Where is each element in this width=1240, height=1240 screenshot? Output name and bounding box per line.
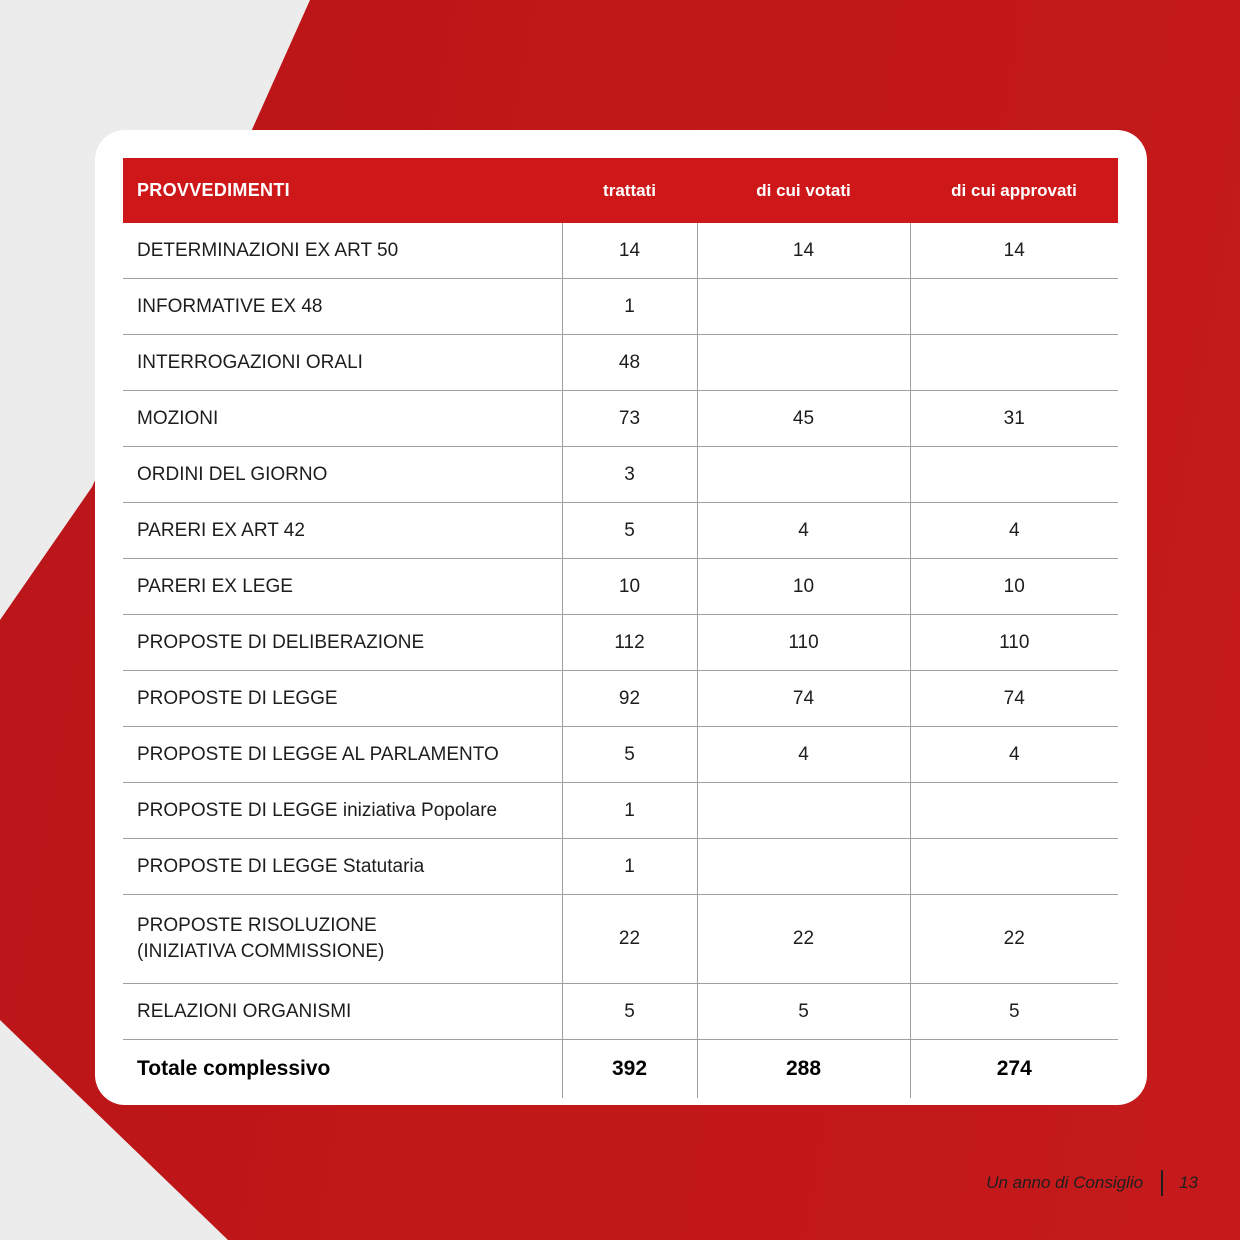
cell-trattati: 1 <box>561 278 697 335</box>
row-label: INFORMATIVE EX 48 <box>123 278 562 335</box>
row-label: PROPOSTE DI LEGGE Statutaria <box>123 838 562 895</box>
table-row: DETERMINAZIONI EX ART 50 14 14 14 <box>123 223 1118 279</box>
cell-trattati: 5 <box>561 983 697 1040</box>
header-trattati: trattati <box>562 158 697 223</box>
provvedimenti-table: PROVVEDIMENTI trattati di cui votati di … <box>123 158 1118 1098</box>
cell-approvati <box>909 838 1118 895</box>
row-label: PROPOSTE DI LEGGE AL PARLAMENTO <box>123 726 562 783</box>
cell-votati: 22 <box>696 894 910 984</box>
cell-approvati: 10 <box>909 558 1118 615</box>
cell-approvati: 74 <box>909 670 1118 727</box>
total-trattati: 392 <box>561 1039 697 1098</box>
table-row: ORDINI DEL GIORNO 3 <box>123 446 1118 503</box>
cell-trattati: 3 <box>561 446 697 503</box>
cell-trattati: 112 <box>561 614 697 671</box>
row-label: PROPOSTE DI DELIBERAZIONE <box>123 614 562 671</box>
cell-approvati: 31 <box>909 390 1118 447</box>
cell-votati: 74 <box>696 670 910 727</box>
row-label: DETERMINAZIONI EX ART 50 <box>123 223 562 279</box>
table-row: RELAZIONI ORGANISMI 5 5 5 <box>123 983 1118 1040</box>
page-footer: Un anno di Consiglio 13 <box>986 1166 1198 1200</box>
table-row: PROPOSTE DI LEGGE Statutaria 1 <box>123 838 1118 895</box>
cell-approvati <box>909 446 1118 503</box>
row-label: PARERI EX ART 42 <box>123 502 562 559</box>
header-provvedimenti: PROVVEDIMENTI <box>123 158 562 223</box>
cell-votati: 110 <box>696 614 910 671</box>
table-row: PARERI EX ART 42 5 4 4 <box>123 502 1118 559</box>
cell-trattati: 22 <box>561 894 697 984</box>
cell-votati <box>696 278 910 335</box>
cell-trattati: 1 <box>561 838 697 895</box>
cell-votati: 4 <box>696 502 910 559</box>
row-label: PROPOSTE DI LEGGE iniziativa Popolare <box>123 782 562 839</box>
cell-votati: 45 <box>696 390 910 447</box>
cell-approvati <box>909 782 1118 839</box>
table-header: PROVVEDIMENTI trattati di cui votati di … <box>123 158 1118 223</box>
cell-trattati: 1 <box>561 782 697 839</box>
table-row: PROPOSTE RISOLUZIONE (INIZIATIVA COMMISSI… <box>123 894 1118 984</box>
table-row: MOZIONI 73 45 31 <box>123 390 1118 447</box>
page-number: 13 <box>1179 1173 1198 1192</box>
total-approvati: 274 <box>909 1039 1118 1098</box>
cell-votati <box>696 782 910 839</box>
row-label: PROPOSTE RISOLUZIONE (INIZIATIVA COMMISSI… <box>123 894 562 984</box>
table-row: PROPOSTE DI LEGGE 92 74 74 <box>123 670 1118 727</box>
cell-trattati: 48 <box>561 334 697 391</box>
cell-votati <box>696 838 910 895</box>
header-di-cui-approvati: di cui approvati <box>910 158 1118 223</box>
cell-votati <box>696 334 910 391</box>
booklet-title: Un anno di Consiglio <box>986 1173 1144 1192</box>
table-row: PROPOSTE DI DELIBERAZIONE 112 110 110 <box>123 614 1118 671</box>
cell-trattati: 73 <box>561 390 697 447</box>
total-row: Totale complessivo 392 288 274 <box>123 1039 1118 1098</box>
cell-approvati: 110 <box>909 614 1118 671</box>
cell-approvati: 22 <box>909 894 1118 984</box>
cell-approvati: 14 <box>909 223 1118 279</box>
table-card: PROVVEDIMENTI trattati di cui votati di … <box>95 130 1147 1105</box>
table-row: INTERROGAZIONI ORALI 48 <box>123 334 1118 391</box>
cell-approvati: 4 <box>909 726 1118 783</box>
cell-trattati: 92 <box>561 670 697 727</box>
cell-approvati <box>909 334 1118 391</box>
cell-votati: 10 <box>696 558 910 615</box>
table-header-row: PROVVEDIMENTI trattati di cui votati di … <box>123 158 1118 223</box>
cell-trattati: 14 <box>561 223 697 279</box>
header-di-cui-votati: di cui votati <box>697 158 910 223</box>
cell-approvati: 4 <box>909 502 1118 559</box>
total-label: Totale complessivo <box>137 1057 331 1080</box>
table-row: PROPOSTE DI LEGGE AL PARLAMENTO 5 4 4 <box>123 726 1118 783</box>
row-label: MOZIONI <box>123 390 562 447</box>
footer-divider <box>1161 1170 1164 1196</box>
cell-trattati: 10 <box>561 558 697 615</box>
cell-trattati: 5 <box>561 502 697 559</box>
row-label: RELAZIONI ORGANISMI <box>123 983 562 1040</box>
cell-trattati: 5 <box>561 726 697 783</box>
cell-approvati: 5 <box>909 983 1118 1040</box>
table-row: INFORMATIVE EX 48 1 <box>123 278 1118 335</box>
cell-votati: 4 <box>696 726 910 783</box>
table-body: DETERMINAZIONI EX ART 50 14 14 14 INFORMATIV… <box>123 223 1118 1040</box>
row-label: ORDINI DEL GIORNO <box>123 446 562 503</box>
cell-votati: 14 <box>696 223 910 279</box>
cell-votati: 5 <box>696 983 910 1040</box>
cell-approvati <box>909 278 1118 335</box>
row-label: INTERROGAZIONI ORALI <box>123 334 562 391</box>
cell-votati <box>696 446 910 503</box>
table-footer: Totale complessivo 392 288 274 <box>123 1039 1118 1098</box>
total-votati: 288 <box>696 1039 910 1098</box>
table-row: PARERI EX LEGE 10 10 10 <box>123 558 1118 615</box>
row-label: PROPOSTE DI LEGGE <box>123 670 562 727</box>
row-label: PARERI EX LEGE <box>123 558 562 615</box>
table-row: PROPOSTE DI LEGGE iniziativa Popolare 1 <box>123 782 1118 839</box>
